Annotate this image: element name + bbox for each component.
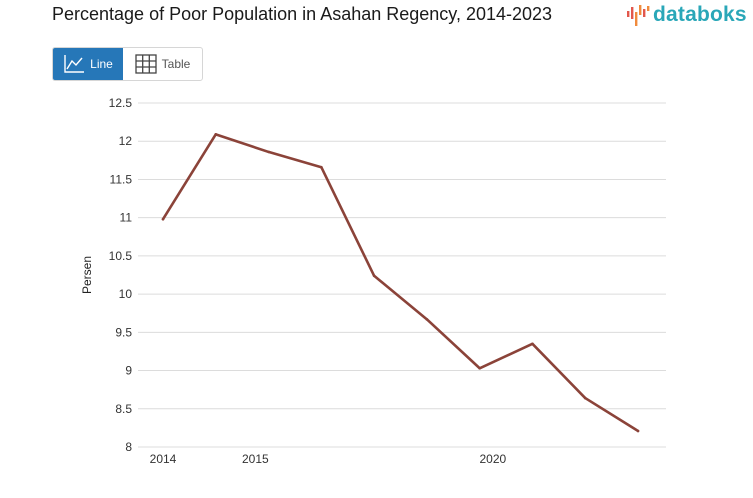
y-tick-label: 12.5 [109, 96, 133, 110]
data-point [214, 133, 218, 136]
data-point [478, 366, 481, 370]
x-tick-label: 2020 [480, 452, 507, 466]
view-toggle: Line Table [52, 47, 203, 81]
y-tick-label: 10.5 [109, 249, 133, 263]
y-tick-label: 11 [120, 211, 133, 225]
x-tick-label: 2015 [242, 452, 269, 466]
y-tick-label: 8 [125, 440, 132, 454]
data-point [531, 342, 534, 346]
databoks-logo-icon [627, 5, 650, 26]
line-view-label: Line [90, 57, 113, 71]
data-point [372, 274, 376, 278]
data-point [320, 165, 323, 169]
line-chart-icon [64, 55, 85, 73]
y-tick-label: 9.5 [115, 325, 132, 339]
line-view-button[interactable]: Line [53, 48, 123, 80]
y-tick-label: 8.5 [115, 402, 132, 416]
data-point [425, 318, 429, 321]
series-line [161, 133, 640, 433]
y-tick-label: 12 [119, 134, 133, 148]
table-view-label: Table [161, 57, 191, 71]
data-point [161, 217, 165, 221]
table-view-button[interactable]: Table [123, 48, 202, 80]
y-tick-label: 9 [125, 364, 132, 378]
brand-logo[interactable]: databoks [626, 3, 747, 27]
table-grid-icon [135, 54, 157, 74]
y-axis-label: Persen [80, 256, 94, 294]
data-point [583, 396, 587, 400]
x-tick-label: 2014 [150, 452, 177, 466]
y-tick-label: 11.5 [110, 172, 133, 186]
chart-title: Percentage of Poor Population in Asahan … [52, 4, 553, 24]
y-tick-label: 10 [119, 287, 133, 301]
data-point [636, 429, 640, 433]
data-point [267, 150, 270, 154]
brand-name: databoks [653, 3, 747, 26]
